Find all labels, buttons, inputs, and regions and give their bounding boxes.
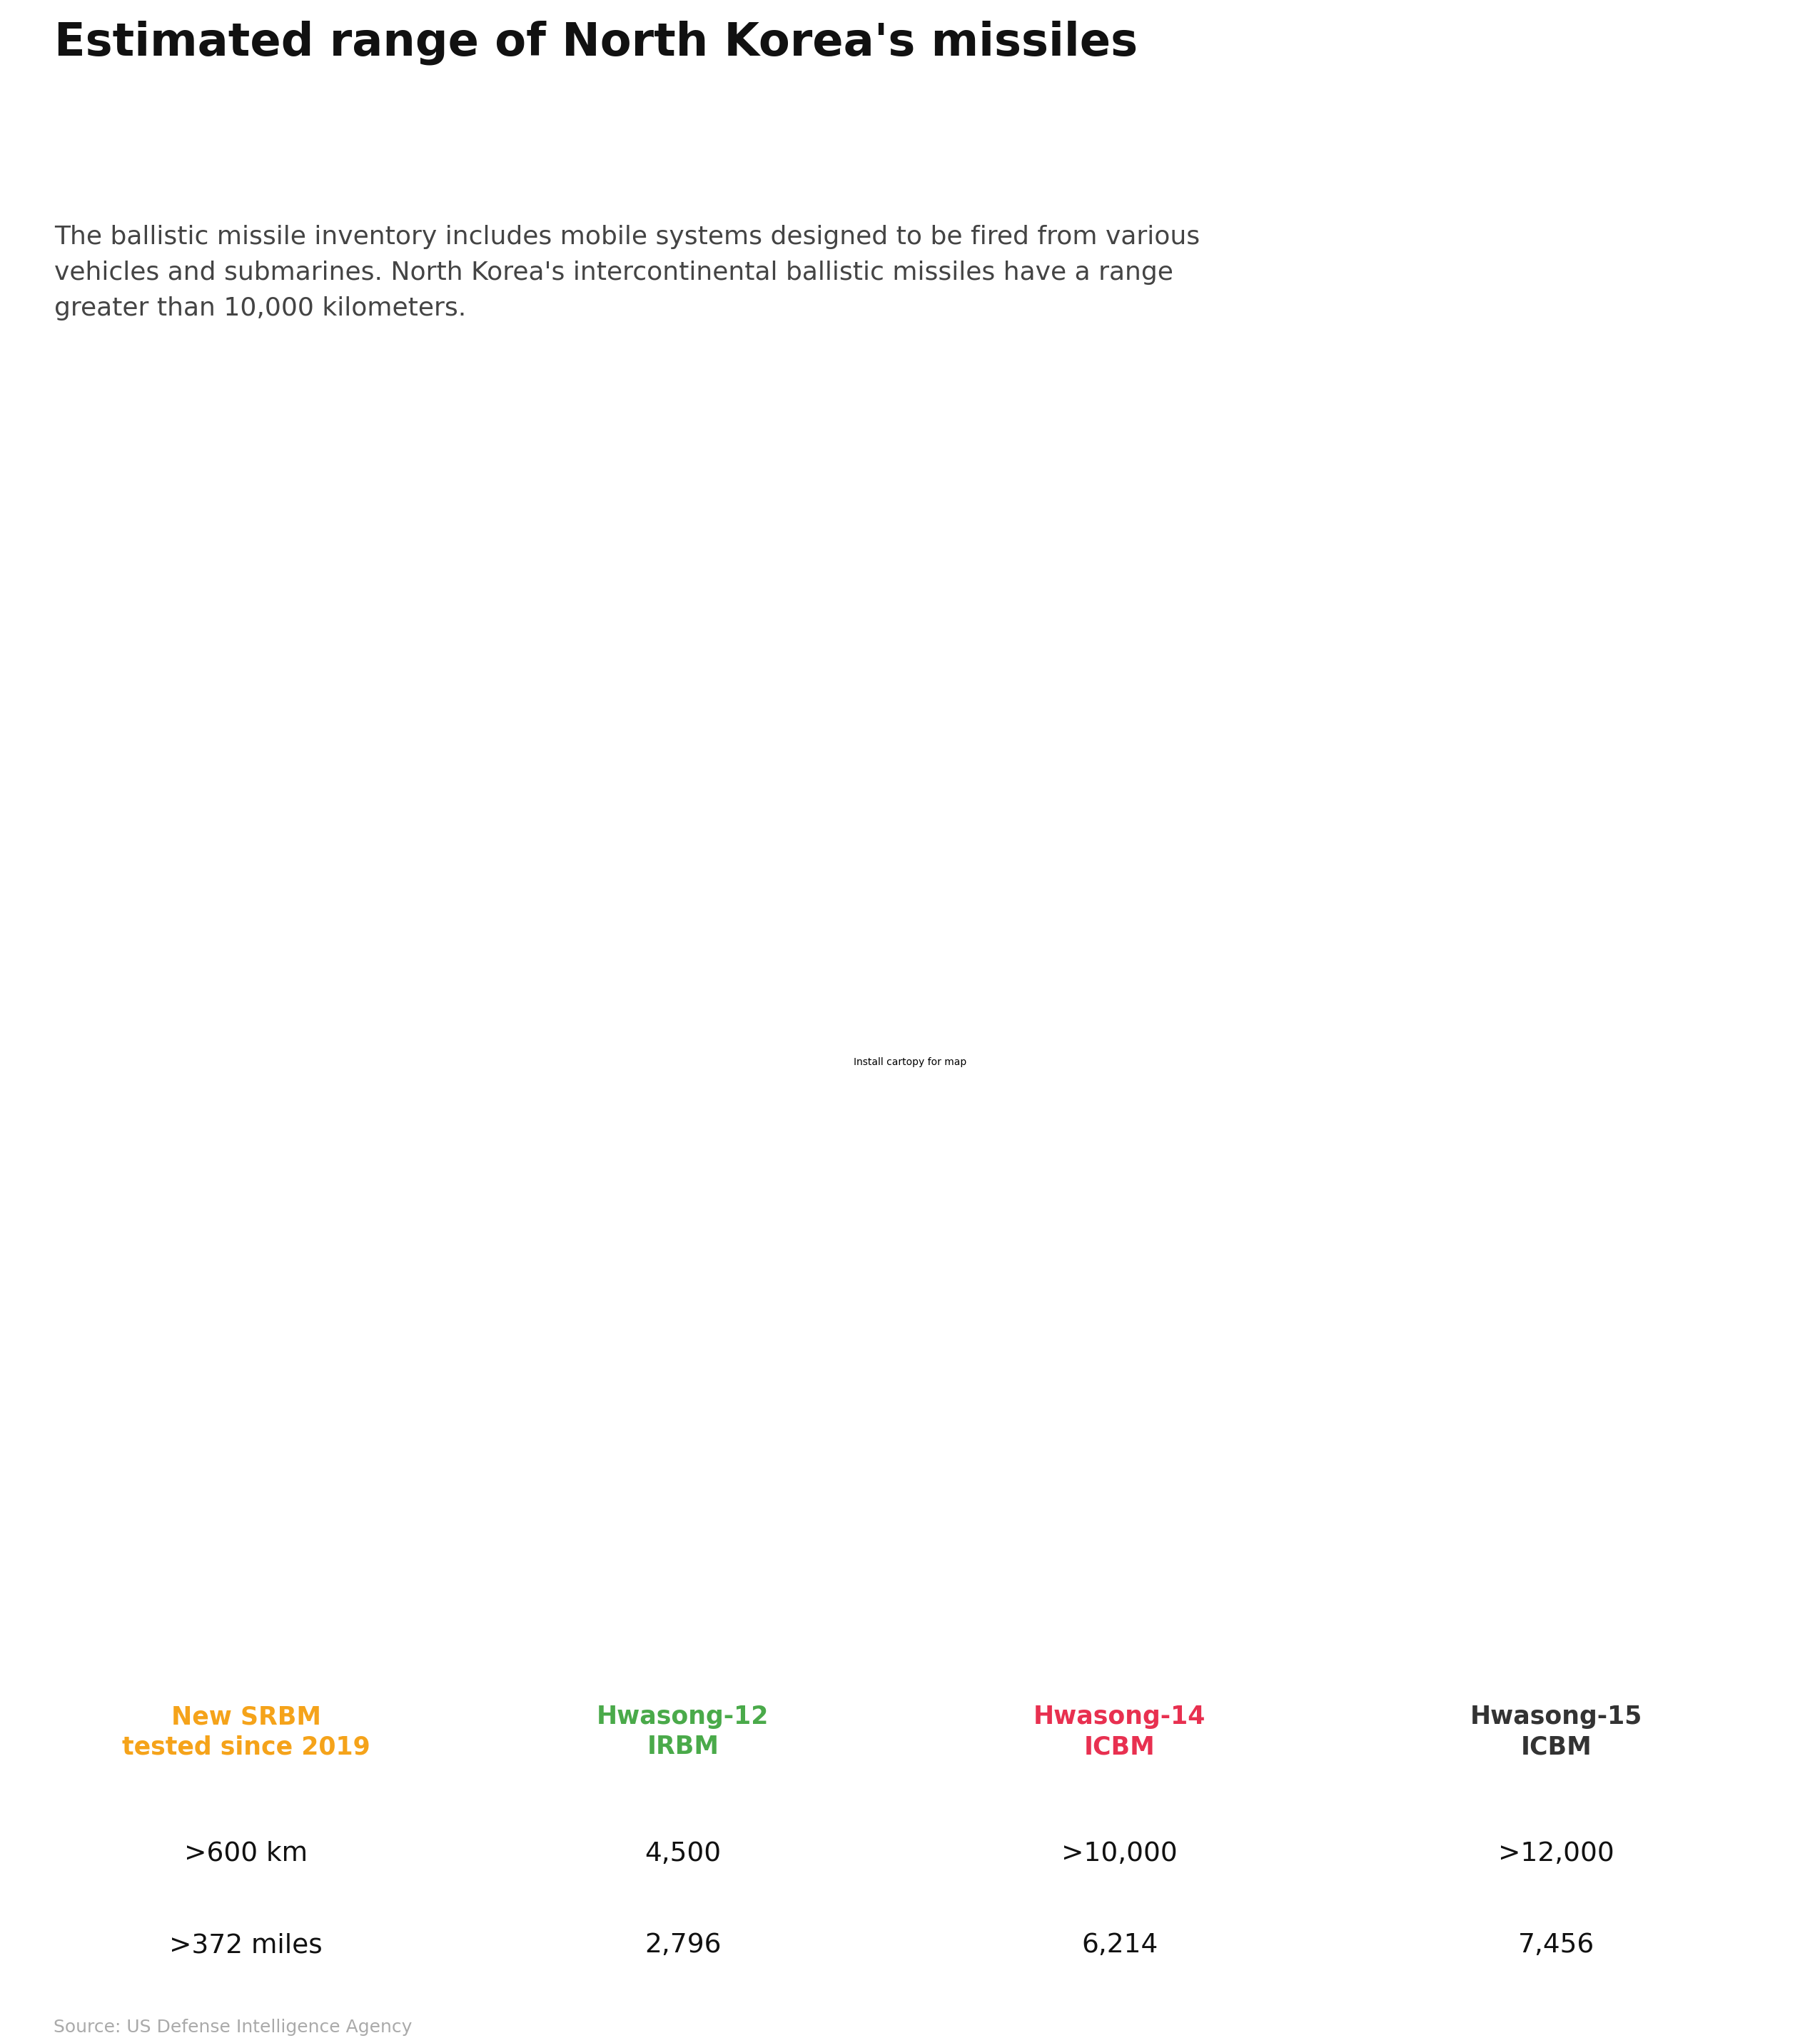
Text: Hwasong-14
ICBM: Hwasong-14 ICBM (1034, 1704, 1207, 1759)
Text: Source: US Defense Intelligence Agency: Source: US Defense Intelligence Agency (55, 2018, 413, 2035)
Text: 7,456: 7,456 (1518, 1933, 1594, 1959)
Text: 6,214: 6,214 (1081, 1933, 1158, 1959)
Text: >372 miles: >372 miles (169, 1933, 322, 1959)
Text: Hwasong-15
ICBM: Hwasong-15 ICBM (1471, 1704, 1643, 1759)
Text: Estimated range of North Korea's missiles: Estimated range of North Korea's missile… (55, 20, 1138, 65)
Text: Hwasong-12
IRBM: Hwasong-12 IRBM (597, 1704, 770, 1759)
Text: >600 km: >600 km (184, 1841, 308, 1867)
Text: 4,500: 4,500 (644, 1841, 721, 1867)
Text: The ballistic missile inventory includes mobile systems designed to be fired fro: The ballistic missile inventory includes… (55, 225, 1199, 321)
Text: Install cartopy for map: Install cartopy for map (854, 1058, 966, 1066)
Text: New SRBM
tested since 2019: New SRBM tested since 2019 (122, 1704, 369, 1759)
Text: >12,000: >12,000 (1498, 1841, 1614, 1867)
Text: >10,000: >10,000 (1061, 1841, 1178, 1867)
Text: 2,796: 2,796 (644, 1933, 721, 1959)
